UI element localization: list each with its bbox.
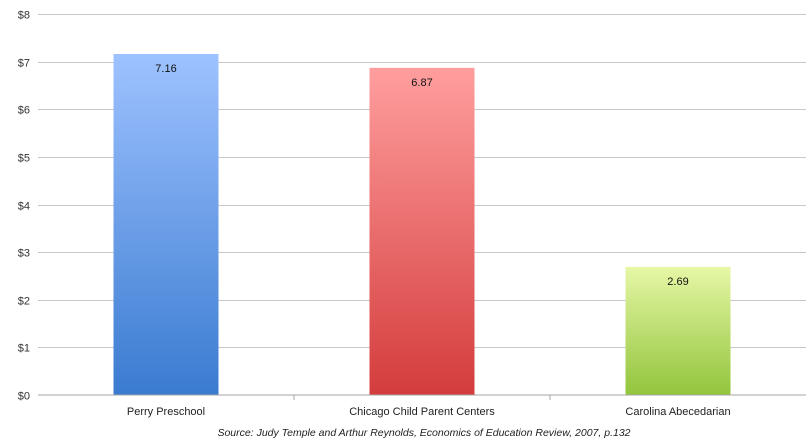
x-axis-category-labels: Perry Preschool Chicago Child Parent Cent… — [127, 395, 731, 418]
y-tick-label: $3 — [18, 248, 30, 260]
data-label: 7.16 — [155, 63, 176, 75]
bar-chicago-child-parent-centers — [369, 67, 475, 395]
source-note: Source: Judy Temple and Arthur Reynolds,… — [217, 427, 630, 439]
category-label: Carolina Abecedarian — [625, 406, 730, 418]
y-tick-label: $1 — [18, 343, 30, 355]
y-tick-label: $6 — [18, 105, 30, 117]
y-tick-label: $0 — [18, 391, 30, 403]
bars — [113, 54, 731, 395]
data-label: 6.87 — [411, 77, 432, 89]
bar-perry-preschool — [113, 54, 219, 395]
data-label: 2.69 — [667, 276, 688, 288]
y-axis-tick-labels: $0 $1 $2 $3 $4 $5 $6 $7 $8 — [18, 10, 30, 403]
y-tick-label: $8 — [18, 10, 30, 22]
y-tick-label: $5 — [18, 153, 30, 165]
y-tick-label: $2 — [18, 296, 30, 308]
y-tick-label: $4 — [18, 201, 30, 213]
category-label: Chicago Child Parent Centers — [349, 406, 495, 418]
category-label: Perry Preschool — [127, 406, 205, 418]
y-tick-label: $7 — [18, 58, 30, 70]
data-labels: 7.16 6.87 2.69 — [155, 63, 688, 288]
bar-carolina-abecedarian — [625, 266, 731, 395]
